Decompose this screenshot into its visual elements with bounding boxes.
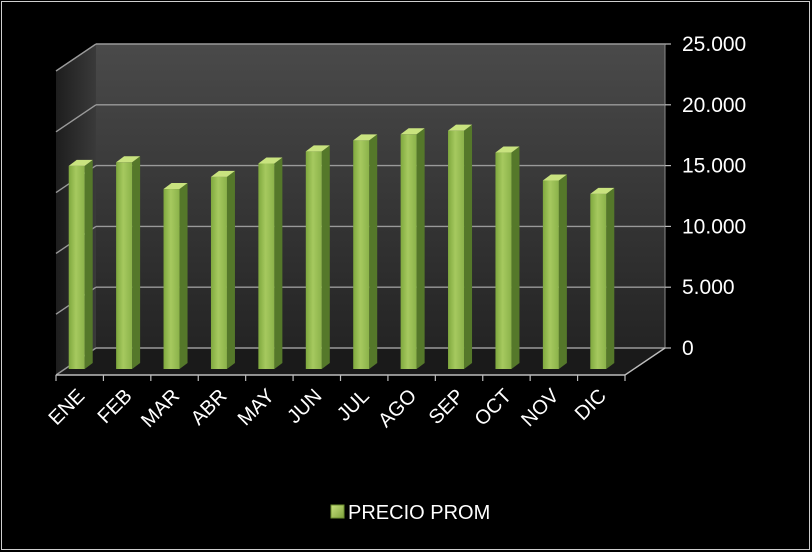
bar xyxy=(590,187,615,369)
gridline-side xyxy=(55,43,97,72)
bar-top xyxy=(400,128,425,135)
legend-label: PRECIO PROM xyxy=(348,502,490,524)
bar-side xyxy=(84,159,93,369)
bar-top xyxy=(448,124,473,131)
bar-side xyxy=(511,146,520,369)
y-axis-labels: 0 5.000 10.000 15.000 20.000 25.000 xyxy=(682,33,746,360)
x-tick-label: DIC xyxy=(571,385,611,425)
bar-front xyxy=(448,130,465,369)
bar xyxy=(400,128,425,369)
bar-top xyxy=(68,159,93,166)
bar-side xyxy=(464,124,473,369)
x-tick-label: JUN xyxy=(283,385,326,428)
back-wall xyxy=(96,44,665,348)
bar-side xyxy=(369,134,378,369)
x-tick-label: SEP xyxy=(425,385,469,429)
gridline-side xyxy=(55,104,97,133)
x-tick-label: AGO xyxy=(374,385,421,432)
x-tick-label: FEB xyxy=(94,385,137,428)
legend: PRECIO PROM xyxy=(330,502,490,524)
bar-top xyxy=(590,187,615,194)
y-tick-label: 0 xyxy=(682,337,694,360)
y-tick-label: 25.000 xyxy=(682,33,746,56)
bar-top xyxy=(210,170,235,177)
bars xyxy=(68,124,615,369)
x-tick-label: ABR xyxy=(187,385,232,430)
x-tick-label: NOV xyxy=(517,385,564,432)
y-tick-label: 15.000 xyxy=(682,155,746,178)
bar-front xyxy=(400,134,417,369)
x-tick-label: OCT xyxy=(471,385,516,430)
x-axis-labels: ENE FEB MAR ABR MAY JUN JUL AGO SEP OCT NOV DIC xyxy=(45,385,611,432)
bar xyxy=(163,183,188,369)
bar-top xyxy=(305,145,330,152)
bar-front xyxy=(542,180,559,369)
bar-side xyxy=(558,174,567,369)
bar-top xyxy=(163,183,188,190)
bar-side xyxy=(274,157,283,369)
bar-front xyxy=(68,165,85,369)
bar xyxy=(495,146,520,369)
bar-top xyxy=(258,157,283,164)
bar-top xyxy=(353,134,378,141)
bar-front xyxy=(305,151,322,369)
x-tick-label: JUL xyxy=(333,385,374,426)
bar xyxy=(68,159,93,369)
bar-top xyxy=(542,174,567,181)
bar xyxy=(448,124,473,369)
bar-side xyxy=(321,145,330,369)
bar-front xyxy=(163,189,180,369)
bar-front xyxy=(210,176,227,369)
bar xyxy=(116,156,141,369)
bar xyxy=(542,174,567,369)
bar-side xyxy=(226,170,235,369)
bar-front xyxy=(116,162,133,369)
bar xyxy=(305,145,330,369)
bar xyxy=(258,157,283,369)
bar-front xyxy=(590,193,607,369)
bar-side xyxy=(416,128,425,369)
bar xyxy=(353,134,378,369)
x-tick-label: ENE xyxy=(45,385,90,430)
bar-front xyxy=(495,152,512,369)
y-tick-label: 20.000 xyxy=(682,94,746,117)
y-tick-label: 10.000 xyxy=(682,215,746,238)
x-tick-label: MAR xyxy=(137,385,184,432)
floor-right-edge xyxy=(624,347,666,376)
legend-swatch xyxy=(330,504,345,519)
bar-top xyxy=(495,146,520,153)
bar-top xyxy=(116,156,141,163)
bar xyxy=(210,170,235,369)
bar-side xyxy=(179,183,188,369)
y-tick-label: 5.000 xyxy=(682,276,735,299)
bar-front xyxy=(258,163,275,369)
bar-front xyxy=(353,140,370,369)
axes xyxy=(55,43,671,381)
x-tick-label: MAY xyxy=(234,385,279,430)
bar-side xyxy=(606,187,615,369)
bar-side xyxy=(132,156,141,369)
